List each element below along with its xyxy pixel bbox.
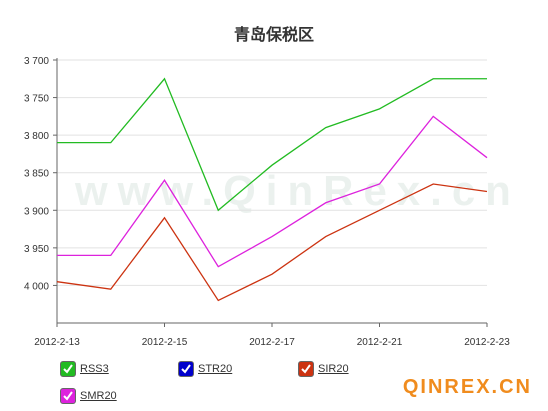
legend-label: SIR20 [318, 363, 349, 375]
series-line-rss3 [57, 77, 487, 212]
legend-label: STR20 [198, 363, 233, 375]
checkbox-checked-icon[interactable] [60, 361, 76, 377]
x-tick-label: 2012-2-15 [142, 337, 188, 348]
y-tick-label: 3 800 [24, 131, 49, 142]
y-tick-label: 3 950 [24, 244, 49, 255]
watermark: www.QinRex.cn [74, 167, 521, 214]
y-tick-label: 3 900 [24, 206, 49, 217]
series-lines [56, 77, 488, 302]
y-axis-ticks: 4 000 3 950 3 900 3 850 3 800 3 750 3 700 [24, 56, 57, 292]
legend-item-rss3[interactable]: RSS3 [60, 361, 109, 377]
y-tick-label: 3 850 [24, 169, 49, 180]
y-tick-label: 3 750 [24, 94, 49, 105]
x-axis-ticks: 2012-2-13 2012-2-15 2012-2-17 2012-2-21 2012… [34, 323, 510, 348]
brand-logo: QINREX.CN [402, 376, 532, 398]
legend-label: RSS3 [80, 363, 109, 375]
checkbox-checked-icon[interactable] [60, 388, 76, 404]
legend-item-sir20[interactable]: SIR20 [298, 361, 349, 377]
legend-label: SMR20 [80, 390, 117, 402]
x-tick-label: 2012-2-23 [464, 337, 510, 348]
checkbox-checked-icon[interactable] [178, 361, 194, 377]
y-tick-label: 4 000 [24, 281, 49, 292]
y-tick-label: 3 700 [24, 56, 49, 67]
x-tick-label: 2012-2-13 [34, 337, 80, 348]
chart-title: 青岛保税区 [234, 25, 314, 44]
legend-item-smr20[interactable]: SMR20 [60, 388, 117, 404]
series-line-sir20 [56, 183, 488, 302]
series-line-smr20 [57, 115, 488, 268]
x-tick-label: 2012-2-21 [357, 337, 403, 348]
x-tick-label: 2012-2-17 [249, 337, 295, 348]
legend-item-str20[interactable]: STR20 [178, 361, 232, 377]
grid [57, 59, 487, 286]
checkbox-checked-icon[interactable] [298, 361, 314, 377]
